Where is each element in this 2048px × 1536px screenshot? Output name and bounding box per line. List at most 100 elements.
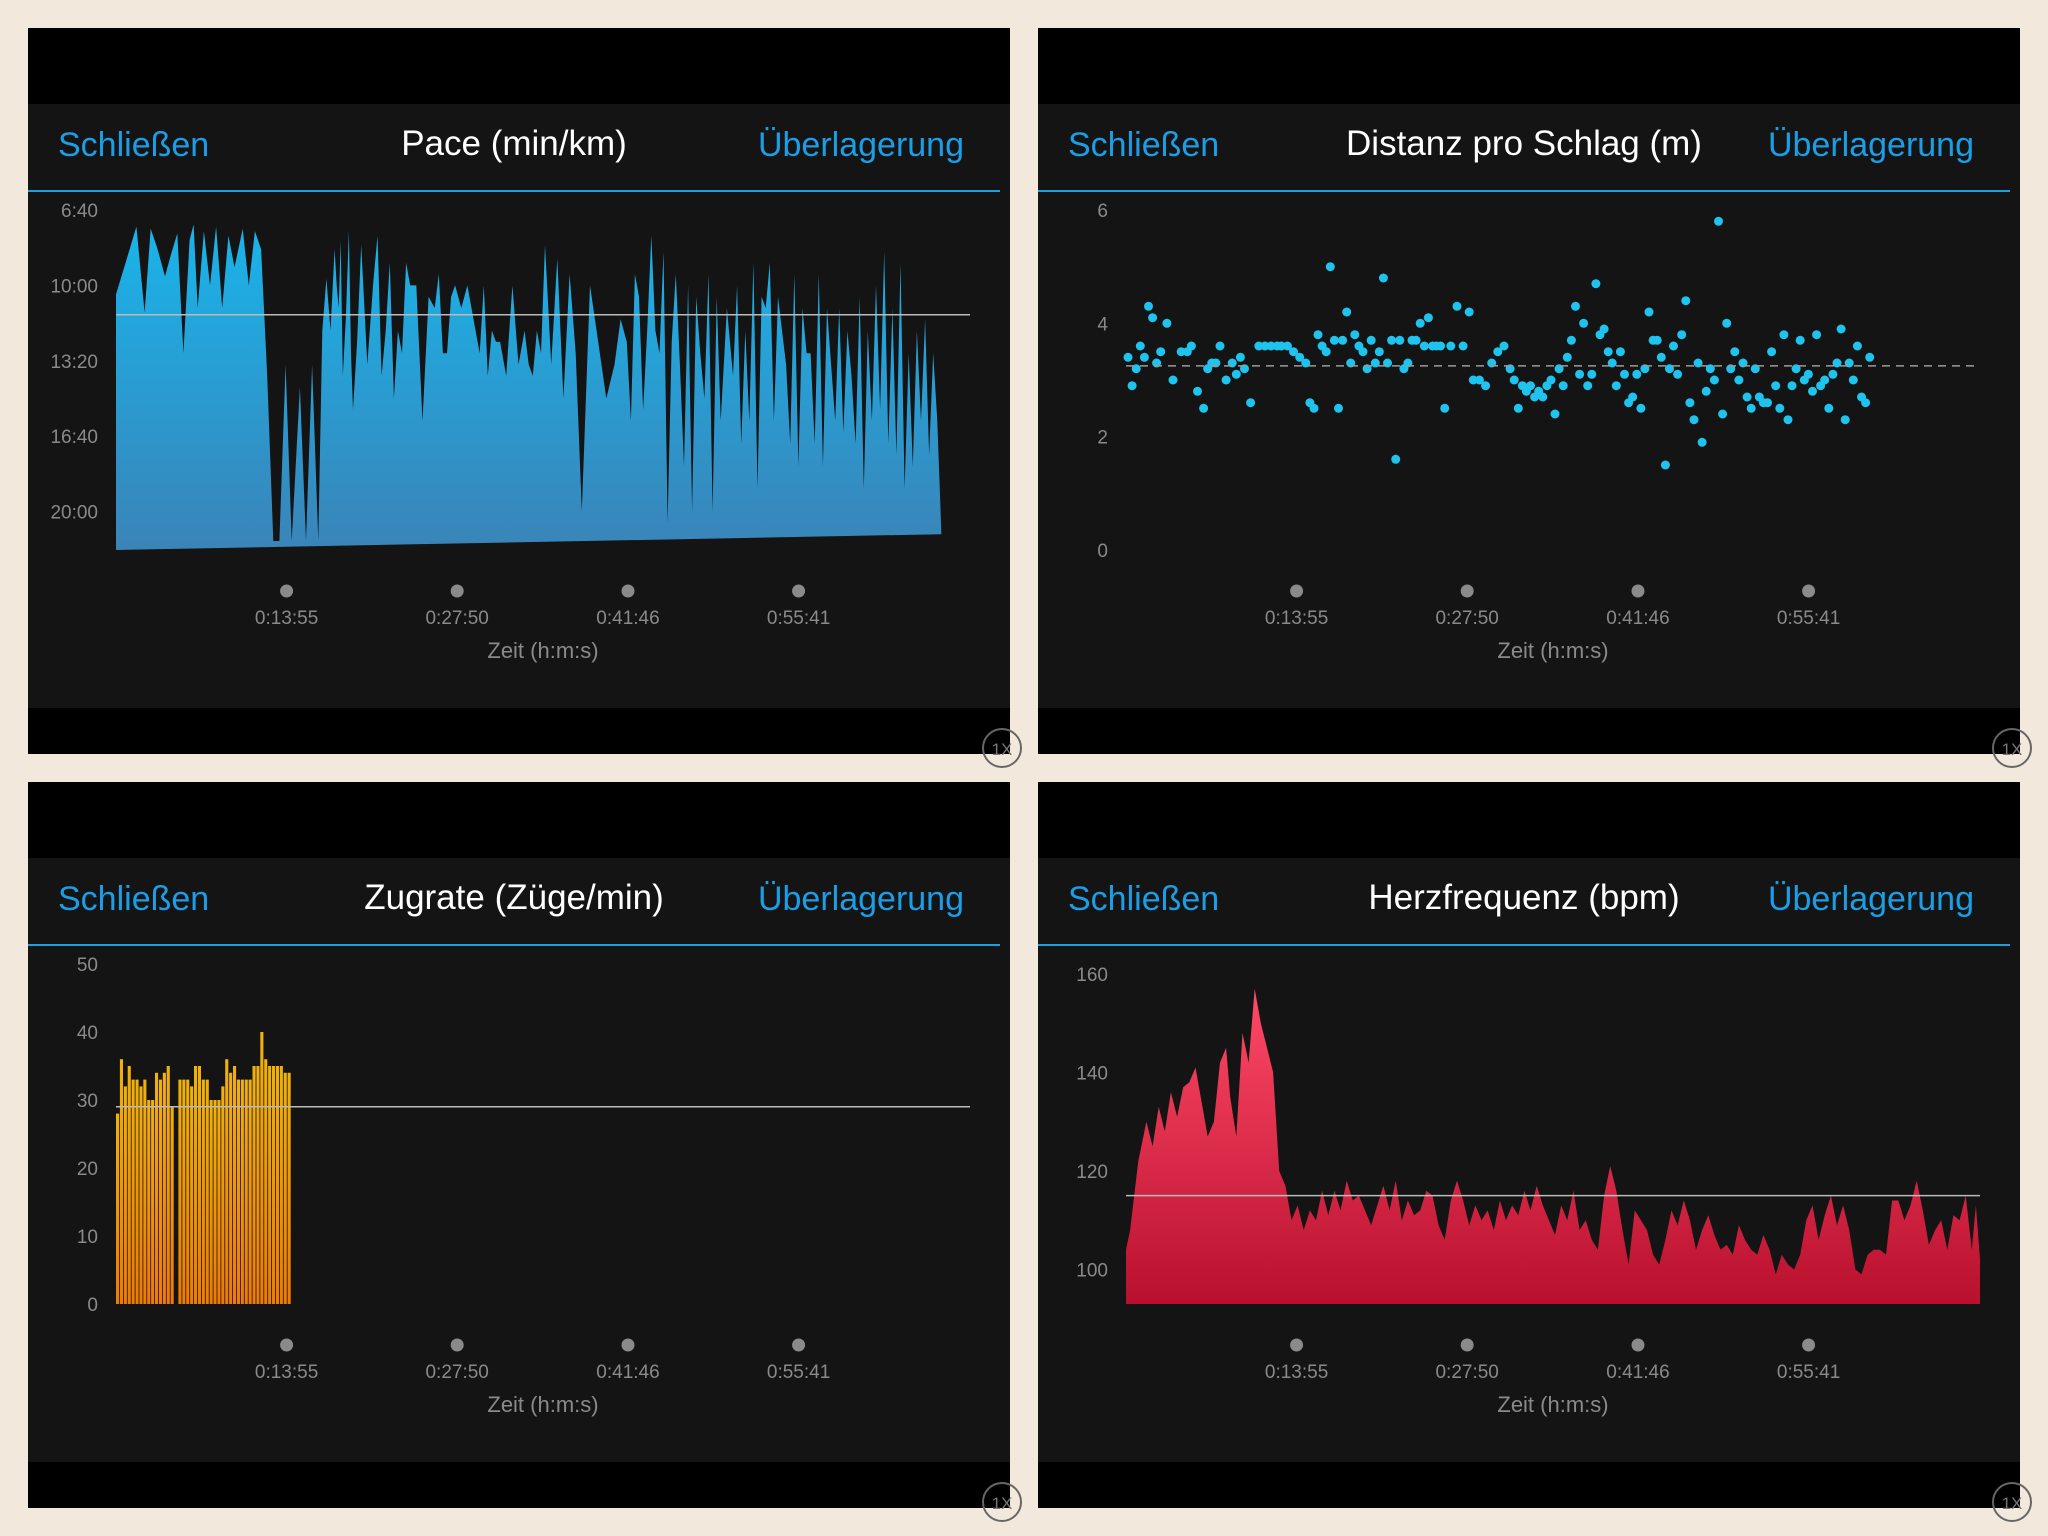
distance-point [1526,381,1535,391]
stroke-rate-bar [170,1106,174,1304]
distance-point [1199,403,1209,413]
zoom-button[interactable]: 1X [1992,728,2032,768]
distance-chart[interactable]: 0 2 4 6 0:13:55 0:27:50 0:41:46 0:55:41 Zeit (h:… [1038,192,2010,708]
distance-point [1660,460,1670,470]
distance-point [1395,335,1405,345]
overlay-button[interactable]: Überlagerung [1767,126,1974,164]
distance-point [1139,352,1149,362]
y-tick-label: 0 [1097,541,1108,562]
y-tick-label: 160 [1076,965,1108,986]
distance-point [1611,381,1621,391]
distance-point [1681,296,1691,306]
zoom-button[interactable]: 1X [982,728,1022,768]
x-axis-label: Zeit (h:m:s) [1497,638,1608,663]
distance-point [1652,335,1662,345]
panel-top-bar [28,782,1010,858]
distance-point [1378,273,1388,283]
stroke-rate-bar [213,1100,217,1304]
distance-point [1812,330,1822,340]
distance-point [1144,301,1153,311]
distance-point [1509,375,1519,385]
stroke-rate-bar [155,1072,159,1304]
stroke-rate-bar [158,1079,162,1304]
close-button[interactable]: Schließen [1068,880,1220,918]
distance-point [1808,386,1817,396]
x-tick-dot [280,584,294,598]
x-tick-label: 0:27:50 [1435,1362,1498,1383]
panel-body: Schließen Pace (min/km) Überlagerung 6:4… [28,104,1000,708]
stroke-rate-bar [127,1066,131,1304]
stroke-rate-bar [143,1079,147,1304]
close-button[interactable]: Schließen [58,126,210,164]
distance-point [1558,381,1568,391]
overlay-button[interactable]: Überlagerung [757,880,964,918]
stroke-rate-bar [186,1079,190,1304]
y-tick-label: 40 [77,1023,98,1044]
distance-point [1186,341,1196,351]
distance-point [1235,352,1245,362]
zoom-button[interactable]: 1X [1992,1482,2032,1522]
pace-chart[interactable]: 6:40 10:00 13:20 16:40 20:00 0:13:55 0:27:50 0:… [28,192,1000,708]
x-tick-dot [621,584,635,598]
distance-point [1636,403,1646,413]
stroke-rate-bar [182,1079,186,1304]
distance-point [1499,341,1509,351]
panel-header: Schließen Pace (min/km) Überlagerung [28,104,1000,192]
distance-point [1689,415,1699,425]
distance-point [1718,409,1728,419]
distance-point [1632,369,1642,379]
panel-header: Schließen Zugrate (Züge/min) Überlagerun… [28,858,1000,946]
distance-point [1282,341,1292,351]
x-axis-label: Zeit (h:m:s) [487,1392,598,1417]
distance-point [1193,386,1202,396]
close-button[interactable]: Schließen [58,880,210,918]
distance-point [1824,403,1834,413]
stroke-rate-bar [260,1032,264,1304]
distance-point [1591,279,1601,289]
y-tick-label: 0 [87,1295,98,1316]
stroke-rate-bar [197,1066,201,1304]
distance-point [1828,369,1838,379]
x-tick-label: 0:13:55 [1265,1362,1328,1383]
stroke-rate-chart[interactable]: 0 10 20 30 40 50 0:13:55 0:27:50 0:41:46 0:55:41 Z… [28,946,1000,1462]
stroke-rate-panel: Schließen Zugrate (Züge/min) Überlagerun… [28,782,1022,1522]
x-tick-label: 0:13:55 [1265,608,1328,629]
distance-point [1423,313,1433,323]
stroke-rate-bar [190,1086,194,1304]
panel-bottom-bar [28,1462,1010,1508]
panel-body: Schließen Zugrate (Züge/min) Überlagerun… [28,858,1000,1462]
panel-bottom-bar [1038,708,2020,754]
stroke-rate-bar [147,1100,151,1304]
distance-point [1338,335,1348,345]
distance-point [1325,262,1335,272]
y-tick-label: 50 [77,955,98,976]
stroke-rate-bar [131,1079,135,1304]
y-tick-label: 6:40 [61,201,98,222]
distance-point [1840,415,1850,425]
distance-point [1599,324,1609,334]
stroke-rate-bar [178,1079,182,1304]
distance-point [1342,307,1352,317]
distance-point [1566,335,1576,345]
distance-point [1722,318,1732,328]
panel-bottom-bar [28,708,1010,754]
distance-point [1562,352,1572,362]
distance-point [1615,347,1625,357]
y-tick-label: 10 [77,1227,98,1248]
x-tick-dot [1802,1338,1816,1352]
zoom-button[interactable]: 1X [982,1482,1022,1522]
stroke-rate-bar [151,1100,155,1304]
stroke-rate-bar [162,1072,166,1304]
stroke-rate-bar [256,1066,260,1304]
close-button[interactable]: Schließen [1068,126,1220,164]
distance-point [1366,335,1376,345]
stroke-rate-bar [240,1079,244,1304]
overlay-button[interactable]: Überlagerung [1767,880,1974,918]
heart-rate-chart[interactable]: 100 120 140 160 0:13:55 0:27:50 0:41:46 0:55:41… [1038,946,2010,1462]
x-tick-label: 0:41:46 [1606,1362,1669,1383]
distance-point [1714,216,1723,226]
x-tick-label: 0:13:55 [255,1362,318,1383]
panel-body: Schließen Herzfrequenz (bpm) Überlagerun… [1038,858,2010,1462]
y-tick-label: 120 [1076,1162,1108,1183]
overlay-button[interactable]: Überlagerung [757,126,964,164]
